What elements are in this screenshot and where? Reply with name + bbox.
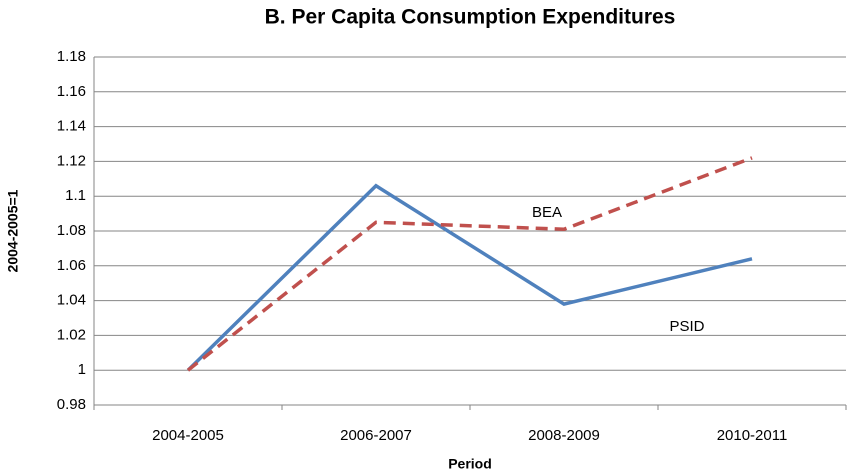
series-line [186,183,753,372]
y-tick-label: 1 [78,361,86,378]
y-tick-label: 1.16 [57,83,86,100]
y-tick-label: 1.08 [57,222,86,239]
y-tick-label: 1.02 [57,326,86,343]
x-tick-label: 2006-2007 [340,427,412,444]
y-axis-label: 2004-2005=1 [5,189,21,272]
x-axis-label: Period [448,456,492,472]
y-tick-label: 0.98 [57,396,86,413]
series-line [186,156,753,372]
y-tick-label: 1.1 [65,187,86,204]
y-tick-label: 1.04 [57,292,86,309]
chart-title: B. Per Capita Consumption Expenditures [265,6,676,29]
y-tick-label: 1.14 [57,118,86,135]
x-tick-label: 2004-2005 [152,427,224,444]
y-tick-label: 1.12 [57,152,86,169]
y-tick-label: 1.18 [57,48,86,65]
y-tick-label: 1.06 [57,257,86,274]
x-tick-label: 2008-2009 [528,427,600,444]
series-label: PSID [669,318,704,335]
x-tick-label: 2010-2011 [717,427,788,444]
series-label: BEA [532,204,562,221]
